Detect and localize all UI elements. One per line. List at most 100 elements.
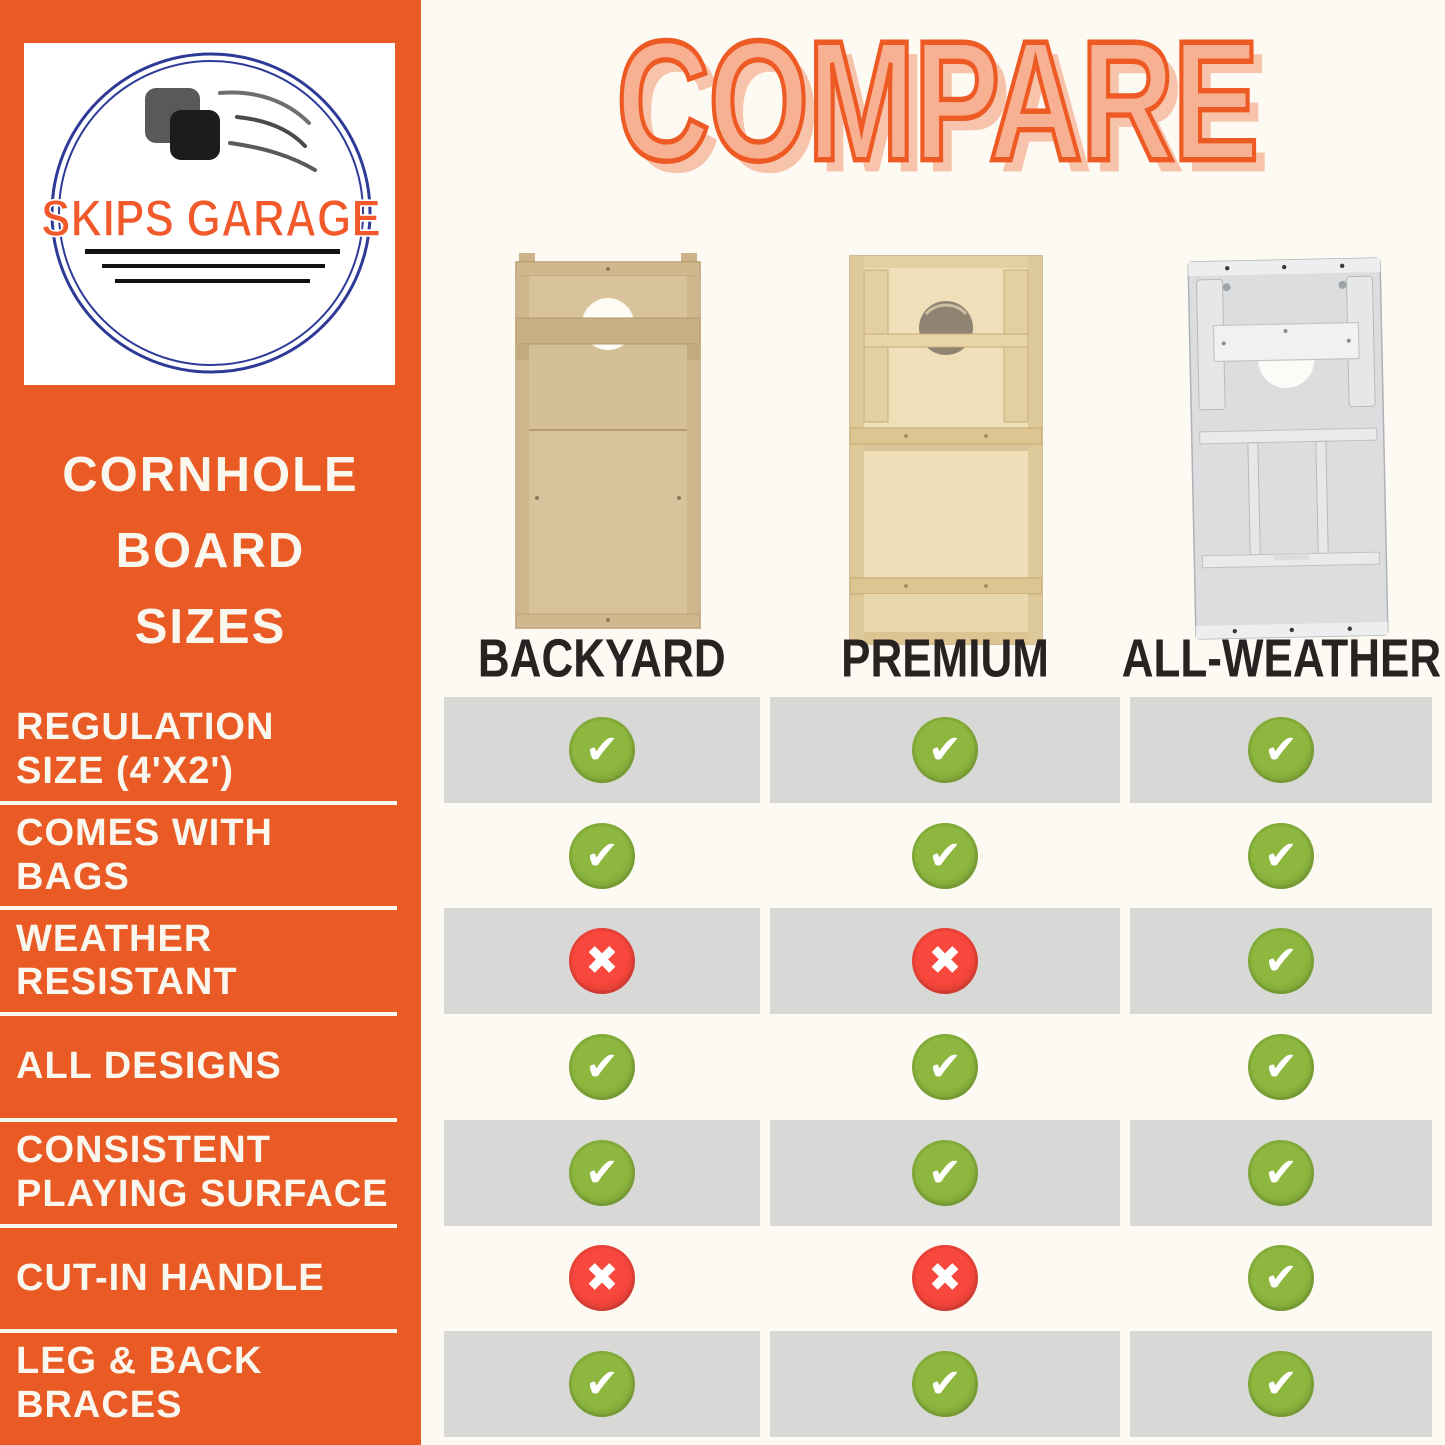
check-icon: ✔ xyxy=(569,1034,635,1101)
all-weather-board-image xyxy=(1187,257,1389,640)
table-cell: ✔ xyxy=(1130,1119,1432,1226)
feature-row-label: COMES WITH BAGS xyxy=(0,803,421,911)
column-header-text: PREMIUM xyxy=(841,627,1049,689)
table-cell: ✔ xyxy=(1130,803,1432,909)
logo-outer-ring xyxy=(50,52,372,374)
comparison-table: ✔ ✔ ✔ ✔ ✔ ✔ ✖ ✖ ✔ ✔ ✔ ✔ ✔ ✔ ✔ ✖ ✖ ✔ ✔ ✔ ✔ xyxy=(444,697,1432,1438)
table-cell: ✔ xyxy=(770,697,1120,803)
check-icon: ✔ xyxy=(1248,716,1314,783)
table-cell: ✔ xyxy=(770,1014,1120,1120)
table-row: ✖ ✖ ✔ xyxy=(444,908,1432,1015)
row-divider xyxy=(0,1223,397,1228)
x-icon: ✖ xyxy=(569,928,635,995)
feature-label-text: COMES WITH BAGS xyxy=(16,811,273,898)
page-title: COMPARE xyxy=(430,13,1443,189)
check-icon: ✔ xyxy=(912,716,978,783)
row-divider xyxy=(0,906,397,911)
table-cell: ✖ xyxy=(444,908,760,1015)
logo-underline xyxy=(102,264,325,268)
table-row: ✔ ✔ ✔ xyxy=(444,1331,1432,1438)
x-icon: ✖ xyxy=(912,1245,978,1312)
table-cell: ✔ xyxy=(1130,1331,1432,1438)
table-cell: ✔ xyxy=(770,1331,1120,1438)
backyard-board-image xyxy=(515,253,701,629)
table-cell: ✔ xyxy=(770,803,1120,909)
check-icon: ✔ xyxy=(1248,1351,1314,1418)
feature-label-text: ALL DESIGNS xyxy=(16,1045,282,1088)
feature-row-label: WEATHER RESISTANT xyxy=(0,908,421,1017)
column-header-all-weather: ALL-WEATHER xyxy=(1081,627,1445,689)
feature-row-label: LEG & BACK BRACES xyxy=(0,1331,421,1437)
swoosh-line-icon xyxy=(218,90,311,125)
swoosh-line-icon xyxy=(228,141,317,172)
table-cell: ✖ xyxy=(444,1226,760,1332)
feature-row-label: ALL DESIGNS xyxy=(0,1014,421,1122)
logo-graphic: SKIPS GARAGE xyxy=(40,52,382,374)
feature-label-text: WEATHER RESISTANT xyxy=(16,917,238,1004)
x-icon: ✖ xyxy=(569,1245,635,1312)
sidebar: SKIPS GARAGE CORNHOLE BOARD SIZES REGULA… xyxy=(0,0,421,1445)
check-icon: ✔ xyxy=(912,1351,978,1418)
column-header-backyard: BACKYARD xyxy=(402,627,802,689)
feature-label-text: CUT-IN HANDLE xyxy=(16,1256,325,1299)
row-divider xyxy=(0,1117,397,1122)
table-cell: ✖ xyxy=(770,1226,1120,1332)
table-cell: ✔ xyxy=(1130,908,1432,1015)
table-row: ✔ ✔ ✔ xyxy=(444,697,1432,803)
sidebar-title-line: CORNHOLE xyxy=(62,448,359,502)
sidebar-title-line: BOARD xyxy=(115,524,306,578)
premium-board-image xyxy=(849,255,1043,645)
row-divider xyxy=(0,800,397,805)
check-icon: ✔ xyxy=(569,822,635,889)
table-row: ✔ ✔ ✔ xyxy=(444,1014,1432,1120)
table-cell: ✔ xyxy=(1130,1014,1432,1120)
logo-inner-ring xyxy=(58,60,364,366)
check-icon: ✔ xyxy=(569,716,635,783)
table-row: ✔ ✔ ✔ xyxy=(444,803,1432,909)
table-cell: ✔ xyxy=(444,697,760,803)
check-icon: ✔ xyxy=(912,822,978,889)
swoosh-line-icon xyxy=(235,115,307,148)
check-icon: ✔ xyxy=(1248,928,1314,995)
column-header-text: BACKYARD xyxy=(478,627,726,689)
feature-label-text: REGULATION SIZE (4'X2') xyxy=(16,706,275,792)
check-icon: ✔ xyxy=(1248,1139,1314,1206)
sidebar-title-line: SIZES xyxy=(134,600,287,654)
feature-row-label: REGULATION SIZE (4'X2') xyxy=(0,697,421,805)
row-divider xyxy=(0,1012,397,1017)
check-icon: ✔ xyxy=(912,1034,978,1101)
table-cell: ✖ xyxy=(770,908,1120,1015)
check-icon: ✔ xyxy=(912,1139,978,1206)
table-cell: ✔ xyxy=(444,803,760,909)
table-row: ✖ ✖ ✔ xyxy=(444,1226,1432,1332)
sidebar-title: CORNHOLE BOARD SIZES xyxy=(0,437,421,665)
row-divider xyxy=(0,1329,397,1334)
table-cell: ✔ xyxy=(770,1119,1120,1226)
bean-bag-black-icon xyxy=(170,110,220,160)
check-icon: ✔ xyxy=(569,1351,635,1418)
check-icon: ✔ xyxy=(1248,1034,1314,1101)
logo-text: SKIPS GARAGE xyxy=(41,190,381,248)
feature-label-text: CONSISTENT PLAYING SURFACE xyxy=(16,1129,389,1215)
page-title-text: COMPARE xyxy=(614,6,1261,197)
feature-row-label: CONSISTENT PLAYING SURFACE xyxy=(0,1120,421,1228)
x-icon: ✖ xyxy=(912,928,978,995)
skips-garage-logo: SKIPS GARAGE xyxy=(24,43,395,385)
check-icon: ✔ xyxy=(1248,822,1314,889)
check-icon: ✔ xyxy=(569,1139,635,1206)
table-row: ✔ ✔ ✔ xyxy=(444,1119,1432,1226)
feature-label-list: REGULATION SIZE (4'X2') COMES WITH BAGS WE… xyxy=(0,697,421,1437)
feature-label-text: LEG & BACK BRACES xyxy=(16,1340,263,1427)
table-cell: ✔ xyxy=(444,1119,760,1226)
logo-underline xyxy=(115,279,310,283)
logo-underline xyxy=(85,249,340,254)
column-header-premium: PREMIUM xyxy=(745,627,1145,689)
check-icon: ✔ xyxy=(1248,1245,1314,1312)
table-cell: ✔ xyxy=(444,1014,760,1120)
table-cell: ✔ xyxy=(1130,697,1432,803)
table-cell: ✔ xyxy=(1130,1226,1432,1332)
feature-row-label: CUT-IN HANDLE xyxy=(0,1226,421,1334)
column-header-text: ALL-WEATHER xyxy=(1121,627,1441,689)
table-cell: ✔ xyxy=(444,1331,760,1438)
